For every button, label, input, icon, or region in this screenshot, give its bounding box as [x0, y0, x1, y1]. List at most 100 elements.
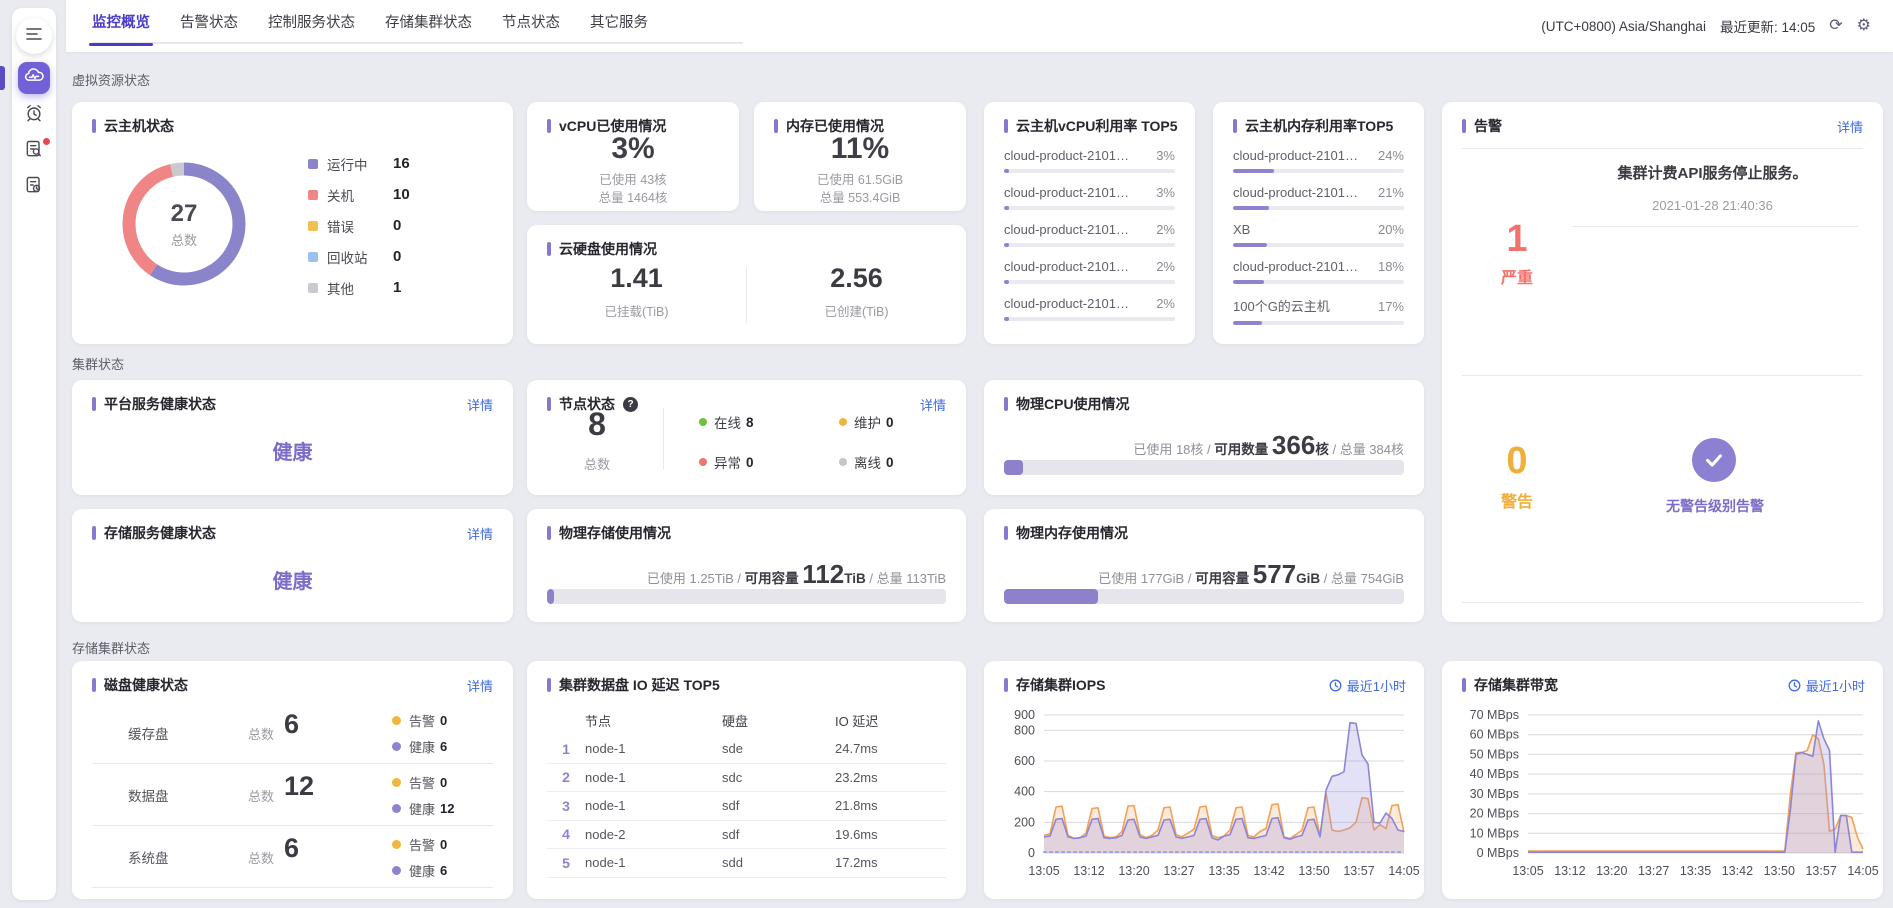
io-row-disk: sdf — [722, 798, 740, 814]
disk-type-label: 缓存盘 — [128, 727, 169, 742]
physical-storage-progress-track — [547, 589, 946, 604]
io-row-latency: 21.8ms — [835, 798, 878, 814]
card-title-marker — [774, 119, 778, 133]
cloud-host-status-card: 云主机状态 27 总数 运行中 16 关机 10 错误 0 回收站 0 其他 1 — [72, 102, 513, 344]
physical-memory-progress-track — [1004, 589, 1404, 604]
top5-item-name: cloud-product-2101261... — [1004, 259, 1132, 274]
sidebar — [0, 8, 56, 900]
legend-label: 运行中 — [327, 157, 368, 173]
svg-text:0 MBps: 0 MBps — [1477, 846, 1519, 860]
card-title-marker — [1004, 678, 1008, 692]
tab-3[interactable]: 控制服务状态 — [268, 14, 355, 31]
physical-storage-summary: 已使用 1.25TiB / 可用容量 112TiB / 总量 113TiB — [646, 559, 946, 589]
storage-health-detail-link[interactable]: 详情 — [466, 527, 493, 542]
node-legend-item-3: 异常 0 — [699, 452, 839, 472]
legend-value: 16 — [393, 155, 410, 172]
sidebar-item-monitor-overview[interactable] — [18, 62, 50, 94]
node-status-detail-link[interactable]: 详情 — [919, 398, 946, 413]
tab-4[interactable]: 存储集群状态 — [385, 14, 472, 31]
top5-item-name: cloud-product-2101281... — [1233, 148, 1361, 163]
io-latency-table: 节点 硬盘 IO 延迟 1 node-1 sde 24.7ms 2 node-1 sdc 23.2m… — [547, 705, 946, 878]
top5-item-head: cloud-product-2101261... 2% — [1004, 296, 1175, 311]
card-title: 存储集群IOPS — [1016, 677, 1106, 693]
svg-text:900: 900 — [1014, 708, 1035, 722]
alert-timestamp: 2021-01-28 21:40:36 — [1652, 198, 1773, 213]
top5-progress-fill — [1233, 169, 1275, 173]
legend-value: 0 — [393, 217, 402, 234]
divider — [1462, 375, 1863, 376]
vcpu-total-label: 总量 1464核 — [598, 191, 668, 205]
disk-total-value: 12 — [284, 771, 315, 801]
cloud-host-legend: 运行中 16 关机 10 错误 0 回收站 0 其他 1 — [308, 148, 410, 303]
node-status-legend: 在线 8 维护 0 异常 0 离线 0 — [699, 412, 979, 472]
card-title-marker — [547, 397, 551, 411]
io-row-disk: sdf — [722, 826, 740, 842]
io-row-node: node-1 — [585, 855, 626, 871]
legend-swatch — [308, 251, 318, 262]
section-label-virtual: 虚拟资源状态 — [72, 73, 151, 88]
tab-1[interactable]: 监控概览 — [89, 11, 153, 46]
card-title: 云硬盘使用情况 — [559, 241, 657, 257]
tab-5[interactable]: 节点状态 — [502, 14, 560, 31]
top5-item-name: cloud-product-2101281... — [1233, 259, 1361, 274]
card-title: 物理存储使用情况 — [559, 525, 671, 541]
iops-range-link[interactable]: 最近1小时 — [1329, 676, 1406, 695]
tab-2[interactable]: 告警状态 — [180, 14, 238, 31]
alerts-detail-link[interactable]: 详情 — [1836, 120, 1863, 135]
io-table-row-2: 2 node-1 sdc 23.2ms — [547, 764, 946, 792]
svg-text:800: 800 — [1014, 723, 1035, 737]
top5-progress-fill — [1004, 169, 1010, 173]
divider — [1572, 226, 1858, 227]
warn-dot — [392, 778, 401, 787]
svg-text:0: 0 — [1028, 846, 1035, 860]
svg-text:20 MBps: 20 MBps — [1470, 807, 1519, 821]
card-title-marker — [1004, 526, 1008, 540]
memory-top5-list: cloud-product-2101281...24%cloud-product… — [1233, 148, 1404, 333]
card-title: 云主机vCPU利用率 TOP5 — [1016, 118, 1178, 134]
alert-message[interactable]: 集群计费API服务停止服务。 — [1617, 165, 1808, 182]
legend-swatch — [308, 189, 318, 200]
svg-text:13:42: 13:42 — [1722, 864, 1753, 878]
top5-item-percent: 20% — [1377, 222, 1404, 237]
node-legend-label: 维护 — [854, 416, 881, 431]
sidebar-item-reports[interactable] — [23, 176, 45, 198]
legend-value: 0 — [393, 248, 402, 265]
disk-health-detail-link[interactable]: 详情 — [466, 679, 493, 694]
settings-gear-icon[interactable]: ⚙ — [1856, 17, 1871, 34]
card-title-marker — [1462, 119, 1466, 133]
top5-progress-track — [1233, 243, 1404, 247]
svg-text:13:57: 13:57 — [1805, 864, 1836, 878]
top5-item-percent: 17% — [1377, 299, 1404, 314]
top5-progress-fill — [1004, 243, 1009, 247]
refresh-icon[interactable]: ⟳ — [1829, 17, 1843, 34]
created-label: 已创建(TiB) — [824, 305, 889, 319]
help-icon[interactable]: ? — [623, 396, 638, 412]
io-header-col-2: 硬盘 — [722, 713, 749, 729]
top5-item-name: cloud-product-2101281... — [1004, 148, 1132, 163]
card-title: 节点状态 — [559, 396, 615, 412]
top5-item-name: cloud-product-2101281... — [1004, 185, 1132, 200]
svg-text:14:05: 14:05 — [1847, 864, 1878, 878]
sidebar-item-logs[interactable] — [23, 138, 50, 162]
top5-progress-track — [1233, 206, 1404, 210]
tab-6[interactable]: 其它服务 — [590, 14, 648, 31]
bandwidth-range-link[interactable]: 最近1小时 — [1788, 676, 1865, 695]
vertical-divider — [746, 267, 747, 323]
svg-text:13:50: 13:50 — [1764, 864, 1795, 878]
sidebar-item-alarms[interactable] — [23, 104, 45, 126]
svg-text:13:35: 13:35 — [1680, 864, 1711, 878]
io-table-row-3: 3 node-1 sdf 21.8ms — [547, 792, 946, 821]
card-title-marker — [92, 678, 96, 692]
physical-storage-progress-fill — [547, 589, 554, 604]
card-title: 物理CPU使用情况 — [1016, 396, 1130, 412]
platform-health-detail-link[interactable]: 详情 — [466, 398, 493, 413]
legend-item-3: 错误 0 — [308, 210, 410, 241]
disk-total-value: 6 — [284, 833, 300, 863]
menu-toggle-button[interactable] — [16, 18, 52, 54]
platform-health-status: 健康 — [272, 442, 313, 464]
top5-item-name: cloud-product-2101261... — [1004, 296, 1132, 311]
